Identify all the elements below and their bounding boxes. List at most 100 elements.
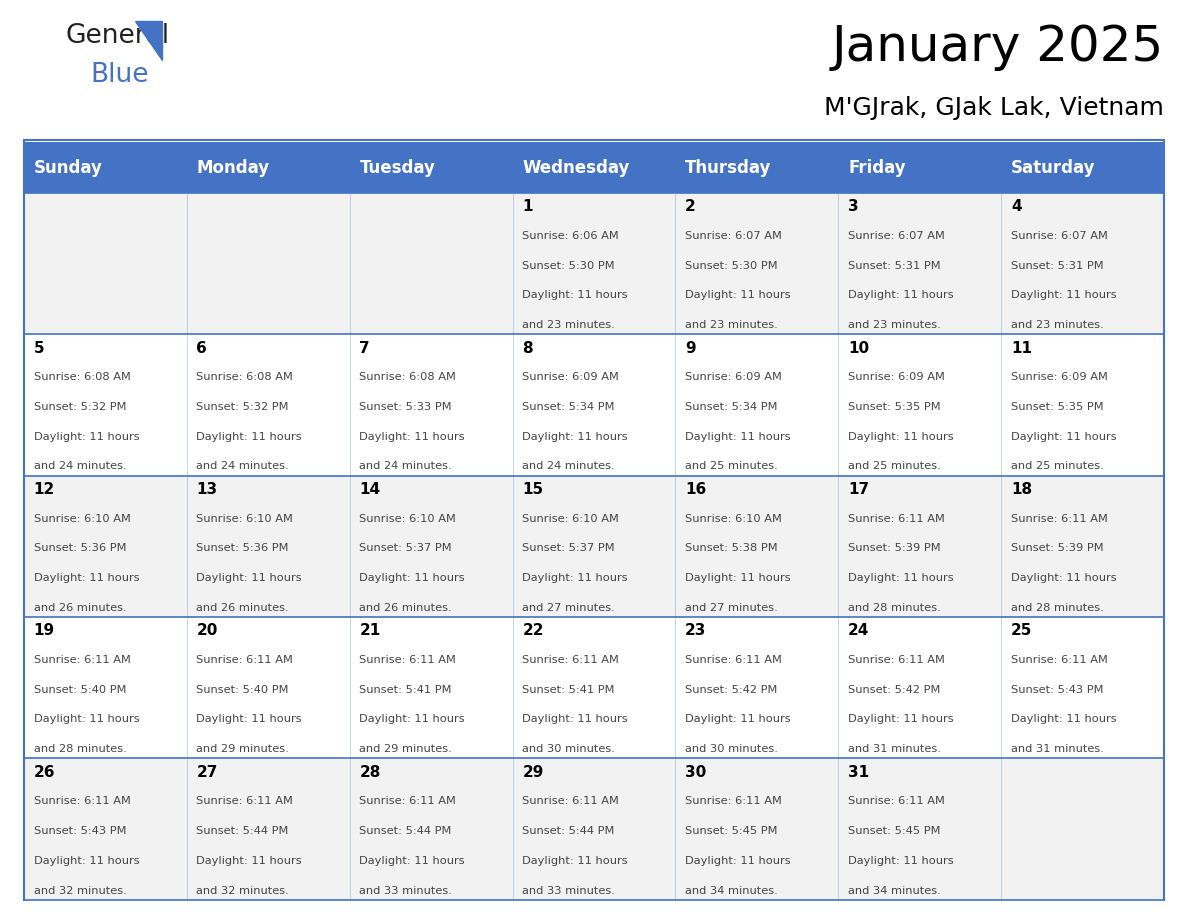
Text: and 30 minutes.: and 30 minutes. — [523, 744, 615, 754]
Text: 4: 4 — [1011, 199, 1022, 214]
Text: Sunset: 5:42 PM: Sunset: 5:42 PM — [848, 685, 941, 695]
Bar — [1001, 334, 1164, 476]
Text: Sunrise: 6:11 AM: Sunrise: 6:11 AM — [685, 655, 782, 665]
Bar — [676, 476, 839, 617]
Text: Daylight: 11 hours: Daylight: 11 hours — [523, 714, 628, 724]
Bar — [24, 334, 187, 476]
Text: 10: 10 — [848, 341, 870, 355]
Bar — [187, 142, 349, 193]
Text: Sunrise: 6:08 AM: Sunrise: 6:08 AM — [33, 373, 131, 382]
Text: Sunrise: 6:07 AM: Sunrise: 6:07 AM — [685, 231, 782, 241]
Text: and 24 minutes.: and 24 minutes. — [196, 462, 289, 471]
Bar — [676, 617, 839, 758]
Text: Sunset: 5:30 PM: Sunset: 5:30 PM — [523, 261, 615, 271]
Text: Sunday: Sunday — [33, 159, 102, 176]
Text: Sunset: 5:41 PM: Sunset: 5:41 PM — [360, 685, 451, 695]
Text: and 31 minutes.: and 31 minutes. — [848, 744, 941, 754]
Text: and 27 minutes.: and 27 minutes. — [523, 603, 615, 612]
Text: and 34 minutes.: and 34 minutes. — [685, 886, 778, 895]
Text: and 23 minutes.: and 23 minutes. — [1011, 320, 1104, 330]
Bar — [1001, 142, 1164, 193]
Text: Sunrise: 6:11 AM: Sunrise: 6:11 AM — [523, 797, 619, 806]
Text: Sunset: 5:43 PM: Sunset: 5:43 PM — [33, 826, 126, 836]
Text: Monday: Monday — [196, 159, 270, 176]
Bar — [839, 617, 1001, 758]
Text: Daylight: 11 hours: Daylight: 11 hours — [1011, 573, 1117, 583]
Text: Daylight: 11 hours: Daylight: 11 hours — [1011, 714, 1117, 724]
Text: Daylight: 11 hours: Daylight: 11 hours — [360, 856, 465, 866]
Text: Daylight: 11 hours: Daylight: 11 hours — [196, 573, 302, 583]
Text: 9: 9 — [685, 341, 696, 355]
Bar — [187, 617, 349, 758]
Text: Sunrise: 6:11 AM: Sunrise: 6:11 AM — [848, 655, 944, 665]
Text: Sunset: 5:36 PM: Sunset: 5:36 PM — [33, 543, 126, 554]
Text: Sunset: 5:33 PM: Sunset: 5:33 PM — [360, 402, 451, 412]
Text: Sunset: 5:40 PM: Sunset: 5:40 PM — [196, 685, 289, 695]
Text: Sunrise: 6:11 AM: Sunrise: 6:11 AM — [523, 655, 619, 665]
Text: Daylight: 11 hours: Daylight: 11 hours — [685, 431, 791, 442]
Text: Sunrise: 6:09 AM: Sunrise: 6:09 AM — [848, 373, 944, 382]
Text: Sunset: 5:37 PM: Sunset: 5:37 PM — [523, 543, 615, 554]
Bar — [676, 193, 839, 334]
Text: Daylight: 11 hours: Daylight: 11 hours — [360, 714, 465, 724]
Text: Sunset: 5:44 PM: Sunset: 5:44 PM — [523, 826, 614, 836]
Text: 26: 26 — [33, 765, 55, 779]
Bar — [349, 334, 512, 476]
Text: Sunset: 5:41 PM: Sunset: 5:41 PM — [523, 685, 615, 695]
Bar — [24, 193, 187, 334]
Bar — [24, 476, 187, 617]
Text: 12: 12 — [33, 482, 55, 497]
Text: Daylight: 11 hours: Daylight: 11 hours — [848, 431, 954, 442]
Text: Sunset: 5:30 PM: Sunset: 5:30 PM — [685, 261, 778, 271]
Text: Sunset: 5:36 PM: Sunset: 5:36 PM — [196, 543, 289, 554]
Text: Daylight: 11 hours: Daylight: 11 hours — [1011, 431, 1117, 442]
Text: Sunrise: 6:11 AM: Sunrise: 6:11 AM — [1011, 655, 1108, 665]
Text: Daylight: 11 hours: Daylight: 11 hours — [848, 573, 954, 583]
Text: Sunset: 5:35 PM: Sunset: 5:35 PM — [1011, 402, 1104, 412]
Bar — [187, 193, 349, 334]
Text: Sunset: 5:34 PM: Sunset: 5:34 PM — [685, 402, 778, 412]
Bar — [349, 758, 512, 900]
Text: Sunrise: 6:11 AM: Sunrise: 6:11 AM — [196, 797, 293, 806]
Text: Daylight: 11 hours: Daylight: 11 hours — [848, 856, 954, 866]
Bar — [512, 193, 676, 334]
Text: and 29 minutes.: and 29 minutes. — [360, 744, 453, 754]
Bar — [349, 617, 512, 758]
Text: and 34 minutes.: and 34 minutes. — [848, 886, 941, 895]
Text: Sunrise: 6:11 AM: Sunrise: 6:11 AM — [196, 655, 293, 665]
Text: and 30 minutes.: and 30 minutes. — [685, 744, 778, 754]
Bar — [1001, 193, 1164, 334]
Bar — [1001, 758, 1164, 900]
Text: 1: 1 — [523, 199, 532, 214]
Text: Sunrise: 6:06 AM: Sunrise: 6:06 AM — [523, 231, 619, 241]
Text: Sunset: 5:31 PM: Sunset: 5:31 PM — [848, 261, 941, 271]
Text: and 24 minutes.: and 24 minutes. — [523, 462, 615, 471]
Text: 14: 14 — [360, 482, 380, 497]
Text: Sunset: 5:38 PM: Sunset: 5:38 PM — [685, 543, 778, 554]
Text: Daylight: 11 hours: Daylight: 11 hours — [523, 573, 628, 583]
Text: and 32 minutes.: and 32 minutes. — [33, 886, 126, 895]
Bar — [839, 334, 1001, 476]
Text: Daylight: 11 hours: Daylight: 11 hours — [33, 573, 139, 583]
Text: 11: 11 — [1011, 341, 1032, 355]
Text: Sunset: 5:31 PM: Sunset: 5:31 PM — [1011, 261, 1104, 271]
Bar — [1001, 617, 1164, 758]
Text: Sunset: 5:35 PM: Sunset: 5:35 PM — [848, 402, 941, 412]
Text: General: General — [65, 23, 170, 49]
Text: Sunset: 5:42 PM: Sunset: 5:42 PM — [685, 685, 778, 695]
Text: Sunset: 5:44 PM: Sunset: 5:44 PM — [360, 826, 451, 836]
Text: 2: 2 — [685, 199, 696, 214]
Bar — [839, 758, 1001, 900]
Text: Sunrise: 6:11 AM: Sunrise: 6:11 AM — [360, 797, 456, 806]
Text: 28: 28 — [360, 765, 381, 779]
Text: Daylight: 11 hours: Daylight: 11 hours — [33, 856, 139, 866]
Text: Sunrise: 6:07 AM: Sunrise: 6:07 AM — [1011, 231, 1108, 241]
Text: 21: 21 — [360, 623, 380, 638]
Text: 15: 15 — [523, 482, 543, 497]
Text: 18: 18 — [1011, 482, 1032, 497]
Text: Sunrise: 6:10 AM: Sunrise: 6:10 AM — [685, 514, 782, 523]
Text: Sunset: 5:43 PM: Sunset: 5:43 PM — [1011, 685, 1104, 695]
Text: Daylight: 11 hours: Daylight: 11 hours — [685, 290, 791, 300]
Text: Sunrise: 6:11 AM: Sunrise: 6:11 AM — [848, 514, 944, 523]
Bar — [24, 758, 187, 900]
